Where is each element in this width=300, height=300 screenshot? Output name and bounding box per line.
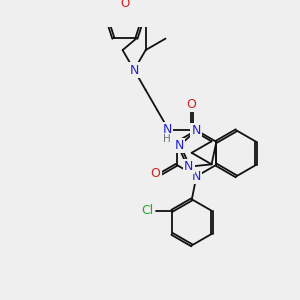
Text: N: N bbox=[192, 124, 201, 137]
Text: O: O bbox=[151, 167, 160, 180]
Text: O: O bbox=[120, 0, 130, 10]
Text: Cl: Cl bbox=[142, 204, 154, 217]
Text: O: O bbox=[187, 98, 196, 111]
Text: N: N bbox=[162, 123, 172, 136]
Text: N: N bbox=[129, 64, 139, 76]
Text: N: N bbox=[175, 139, 184, 152]
Text: N: N bbox=[192, 170, 201, 183]
Text: N: N bbox=[184, 160, 194, 173]
Text: H: H bbox=[163, 134, 171, 144]
